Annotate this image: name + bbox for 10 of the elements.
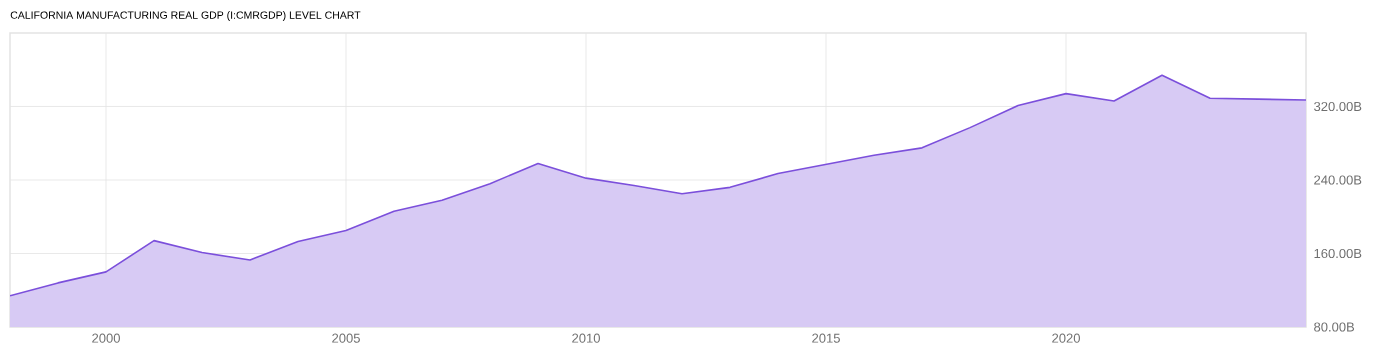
y-tick-label: 320.00B xyxy=(1314,101,1362,112)
y-tick-label: 160.00B xyxy=(1314,248,1362,259)
y-tick-label: 80.00B xyxy=(1314,322,1355,332)
y-tick-label: 240.00B xyxy=(1314,175,1362,185)
x-tick-label: 2000 xyxy=(92,333,120,343)
x-tick-label: 2020 xyxy=(1052,333,1080,343)
x-tick-label: 2015 xyxy=(812,333,840,343)
x-tick-label: 2010 xyxy=(572,333,600,343)
x-tick-label: 2005 xyxy=(332,333,360,343)
chart-title: CALIFORNIA MANUFACTURING REAL GDP (I:CMRGDP) LEVEL CHART xyxy=(10,11,361,21)
